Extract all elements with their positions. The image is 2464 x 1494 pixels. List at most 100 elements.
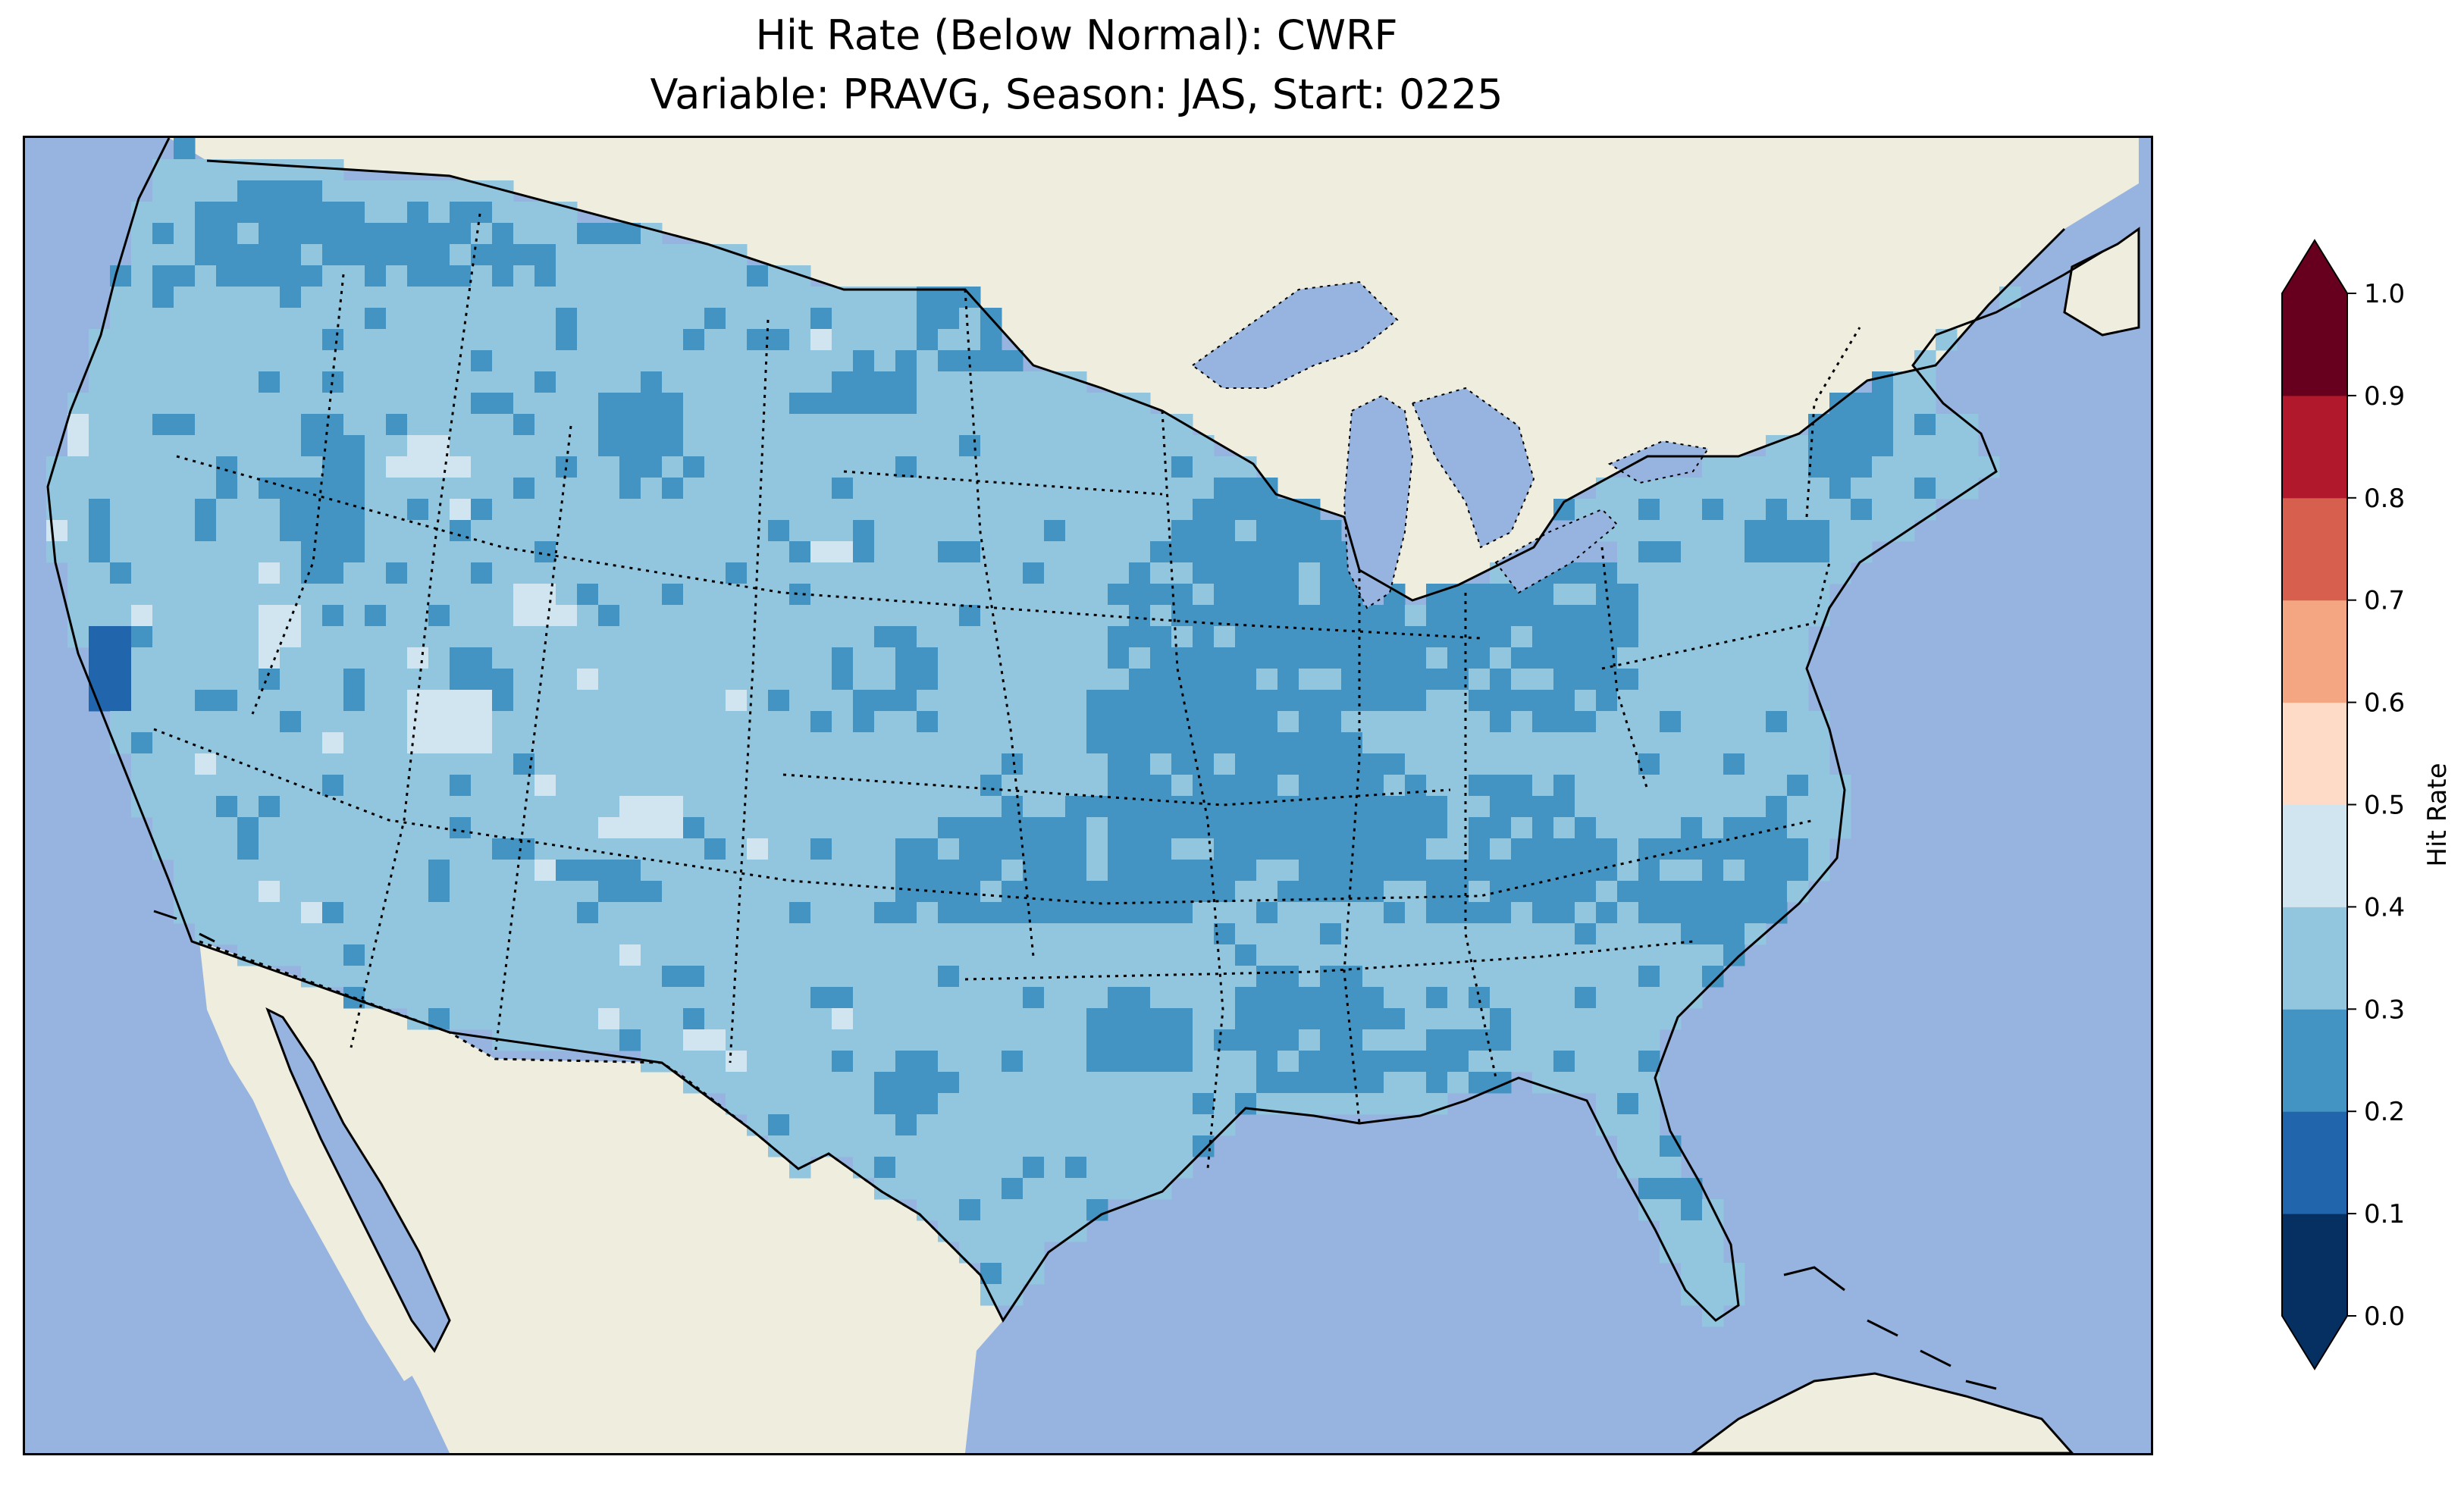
hit-rate-cell [216,456,238,478]
hit-rate-cell [301,478,323,500]
hit-rate-cell [216,287,238,309]
hit-rate-cell [216,202,238,224]
hit-rate-cell [471,435,493,457]
hit-rate-cell [832,393,854,415]
hit-rate-cell [789,329,811,351]
hit-rate-cell [152,223,174,245]
hit-rate-cell [237,499,259,521]
hit-rate-cell [301,329,323,351]
hit-rate-cell [195,329,217,351]
hit-rate-cell [1108,456,1130,478]
hit-rate-cell [237,371,259,393]
hit-rate-cell [259,202,281,224]
hit-rate-cell [237,308,259,330]
hit-rate-cell [704,308,726,330]
hit-rate-cell [386,393,408,415]
hit-rate-cell [1129,499,1151,521]
hit-rate-cell [534,541,556,563]
hit-rate-cell [301,244,323,266]
hit-rate-cell [131,223,153,245]
hit-rate-cell [280,202,302,224]
hit-rate-cell [917,350,939,372]
hit-rate-cell [1829,478,1851,500]
hit-rate-cell [895,371,917,393]
hit-rate-cell [556,350,578,372]
hit-rate-cell [216,350,238,372]
hit-rate-cell [259,478,281,500]
hit-rate-cell [938,308,960,330]
hit-rate-cell [110,478,132,500]
hit-rate-cell [938,478,960,500]
hit-rate-cell [513,244,535,266]
hit-rate-cell [1150,520,1172,542]
hit-rate-cell [747,456,769,478]
hit-rate-cell [959,435,981,457]
hit-rate-cell [556,329,578,351]
hit-rate-cell [259,371,281,393]
hit-rate-cell [556,287,578,309]
hit-rate-cell [598,223,620,245]
hit-rate-cell [386,223,408,245]
hit-rate-cell [938,541,960,563]
colorbar-tick-label: 0.2 [2364,1097,2405,1127]
hit-rate-cell [1129,435,1151,457]
hit-rate-cell [237,223,259,245]
hit-rate-cell [619,350,641,372]
hit-rate-cell [1681,478,1703,500]
hit-rate-cell [1808,456,1830,478]
hit-rate-cell [471,520,493,542]
hit-rate-cell [1936,414,1958,436]
hit-rate-cell [619,308,641,330]
hit-rate-cell [938,456,960,478]
hit-rate-cell [407,308,429,330]
hit-rate-cell [386,371,408,393]
hit-rate-cell [471,329,493,351]
hit-rate-cell [259,350,281,372]
hit-rate-cell [1872,435,1894,457]
hit-rate-cell [1702,478,1724,500]
hit-rate-cell [492,244,514,266]
hit-rate-cell [237,478,259,500]
hit-rate-cell [237,435,259,457]
hit-rate-cell [407,414,429,436]
hit-rate-cell [1787,456,1809,478]
hit-rate-cell [810,287,832,309]
hit-rate-cell [768,499,790,521]
hit-rate-cell [598,265,620,287]
hit-rate-cell [1065,499,1087,521]
hit-rate-cell [152,541,174,563]
hit-rate-cell [195,308,217,330]
hit-rate-cell [938,371,960,393]
hit-rate-cell [365,435,387,457]
hit-rate-cell [386,244,408,266]
hit-rate-cell [1893,435,1915,457]
hit-rate-cell [683,456,705,478]
hit-rate-cell [407,287,429,309]
hit-rate-cell [365,223,387,245]
hit-rate-cell [1002,371,1024,393]
hit-rate-cell [917,414,939,436]
hit-rate-cell [534,244,556,266]
hit-rate-cell [386,180,408,202]
hit-rate-cell [1277,520,1299,542]
hit-rate-cell [768,541,790,563]
hit-rate-cell [428,287,450,309]
hit-rate-cell [789,287,811,309]
hit-rate-cell [492,223,514,245]
hit-rate-cell [89,520,111,542]
hit-rate-cell [322,456,344,478]
hit-rate-cell [259,414,281,436]
hit-rate-cell [768,308,790,330]
hit-rate-cell [832,520,854,542]
hit-rate-cell [789,478,811,500]
hit-rate-cell [174,520,196,542]
hit-rate-cell [577,223,599,245]
hit-rate-cell [301,308,323,330]
hit-rate-cell [301,371,323,393]
hit-rate-cell [471,414,493,436]
hit-rate-cell [322,499,344,521]
hit-rate-cell [343,329,365,351]
hit-rate-cell [386,287,408,309]
hit-rate-cell [726,414,748,436]
hit-rate-cell [853,478,875,500]
